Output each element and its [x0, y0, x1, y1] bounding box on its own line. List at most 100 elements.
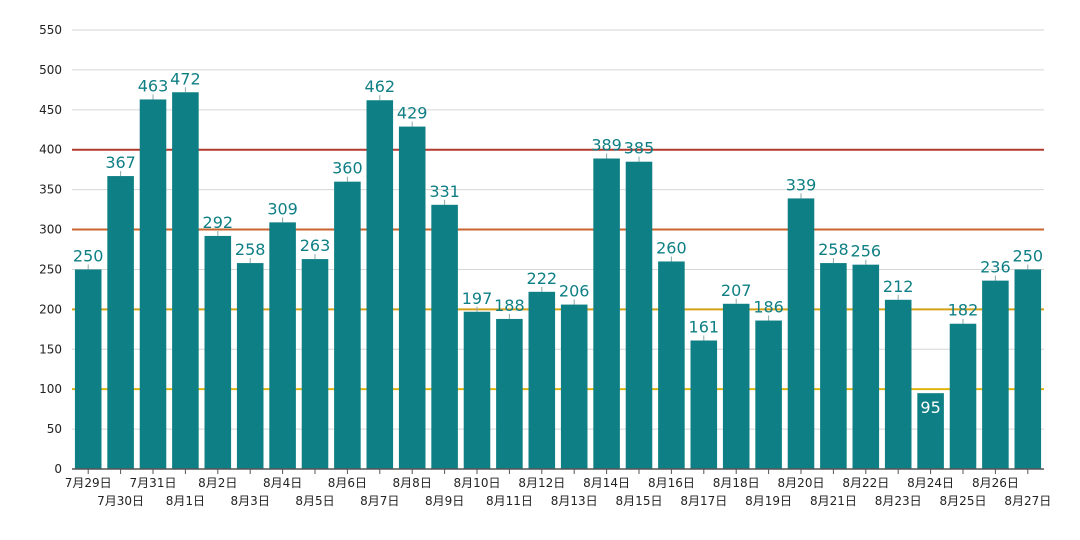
x-tick-label: 8月24日: [907, 476, 954, 490]
x-tick-label: 8月17日: [680, 494, 727, 508]
x-tick-label: 8月21日: [810, 494, 857, 508]
y-tick-label: 0: [54, 462, 62, 476]
x-tick-label: 8月9日: [425, 494, 464, 508]
bar: [982, 280, 1009, 469]
x-tick-label: 8月22日: [842, 476, 889, 490]
bar: [107, 176, 134, 470]
data-label: 389: [591, 136, 622, 155]
bar: [496, 318, 523, 469]
data-label: 206: [559, 282, 590, 301]
data-label: 367: [105, 153, 136, 172]
x-tick-label: 8月19日: [745, 494, 792, 508]
x-tick-label: 8月10日: [454, 476, 501, 490]
data-label: 222: [527, 269, 558, 288]
bar: [593, 158, 620, 470]
data-label: 472: [170, 69, 201, 88]
x-tick-label: 8月27日: [1004, 494, 1051, 508]
data-label: 339: [786, 175, 817, 194]
y-tick-label: 150: [39, 342, 62, 356]
x-tick-label: 8月7日: [360, 494, 399, 508]
data-label: 236: [980, 258, 1011, 277]
y-tick-label: 250: [39, 262, 62, 276]
data-label: 258: [235, 240, 266, 259]
y-tick-label: 350: [39, 183, 62, 197]
data-label: 186: [753, 298, 784, 317]
y-tick-label: 550: [39, 23, 62, 37]
bar: [755, 320, 782, 469]
x-tick-label: 8月25日: [940, 494, 987, 508]
bar: [398, 126, 426, 469]
bar: [690, 340, 718, 469]
bar: [820, 263, 847, 469]
y-tick-label: 100: [39, 382, 62, 396]
x-tick-label: 8月2日: [198, 476, 237, 490]
y-tick-label: 200: [39, 302, 62, 316]
x-tick-label: 8月1日: [166, 494, 205, 508]
x-tick-label: 8月20日: [778, 476, 825, 490]
data-label: 207: [721, 281, 752, 300]
bar: [334, 181, 361, 469]
data-label: 385: [624, 139, 655, 158]
data-label: 256: [851, 242, 882, 261]
x-tick-label: 8月16日: [648, 476, 695, 490]
x-tick-label: 7月30日: [97, 494, 144, 508]
data-label: 197: [462, 289, 493, 308]
data-label: 462: [365, 77, 396, 96]
y-tick-label: 450: [39, 103, 62, 117]
x-tick-label: 8月8日: [393, 476, 432, 490]
data-label: 182: [948, 301, 979, 320]
x-tick-label: 7月29日: [65, 476, 112, 490]
bar: [949, 323, 977, 469]
bars: [74, 92, 1042, 470]
x-tick-label: 8月14日: [583, 476, 630, 490]
reference-lines: [72, 148, 1044, 391]
x-tick-label: 8月13日: [551, 494, 598, 508]
bar: [204, 235, 232, 469]
y-tick-label: 50: [47, 422, 62, 436]
bar: [787, 198, 815, 469]
bar: [139, 99, 167, 469]
bar: [884, 299, 912, 469]
y-tick-label: 500: [39, 63, 62, 77]
x-tick-label: 8月4日: [263, 476, 302, 490]
bar: [74, 269, 102, 469]
data-label: 188: [494, 296, 525, 315]
x-axis-ticks: 7月29日 7月30日 7月31日 8月1日 8月2日 8月3日 8月4日 8月5日 8月6日 8…: [65, 469, 1051, 508]
x-tick-label: 8月15日: [616, 494, 663, 508]
x-tick-label: 8月6日: [328, 476, 367, 490]
data-label: 360: [332, 159, 363, 178]
x-tick-label: 8月5日: [295, 494, 334, 508]
y-tick-label: 400: [39, 143, 62, 157]
data-label: 260: [656, 238, 687, 257]
data-label: 429: [397, 104, 428, 123]
bar: [560, 304, 588, 469]
data-label: 161: [689, 317, 720, 336]
data-label: 212: [883, 277, 914, 296]
bar: [366, 100, 394, 470]
bar: [431, 204, 458, 469]
y-tick-label: 300: [39, 223, 62, 237]
bar: [172, 92, 199, 469]
bar: [269, 222, 296, 469]
data-label: 263: [300, 236, 331, 255]
y-axis-ticks: 0 50 100 150 200 250 300 350 400 450 500 550: [39, 23, 62, 476]
bar: [658, 261, 685, 469]
bar: [528, 291, 556, 469]
data-label: 309: [267, 199, 298, 218]
data-label: 250: [73, 246, 104, 265]
bar: [463, 311, 491, 469]
bar: [1014, 269, 1042, 469]
data-label: 250: [1013, 246, 1044, 265]
x-tick-label: 8月12日: [518, 476, 565, 490]
x-tick-label: 7月31日: [130, 476, 177, 490]
bar: [722, 303, 750, 469]
x-tick-label: 8月18日: [713, 476, 760, 490]
bar: [301, 259, 329, 469]
x-tick-label: 8月11日: [486, 494, 533, 508]
data-label: 95: [920, 398, 940, 417]
x-tick-label: 8月23日: [875, 494, 922, 508]
x-tick-label: 8月3日: [231, 494, 270, 508]
